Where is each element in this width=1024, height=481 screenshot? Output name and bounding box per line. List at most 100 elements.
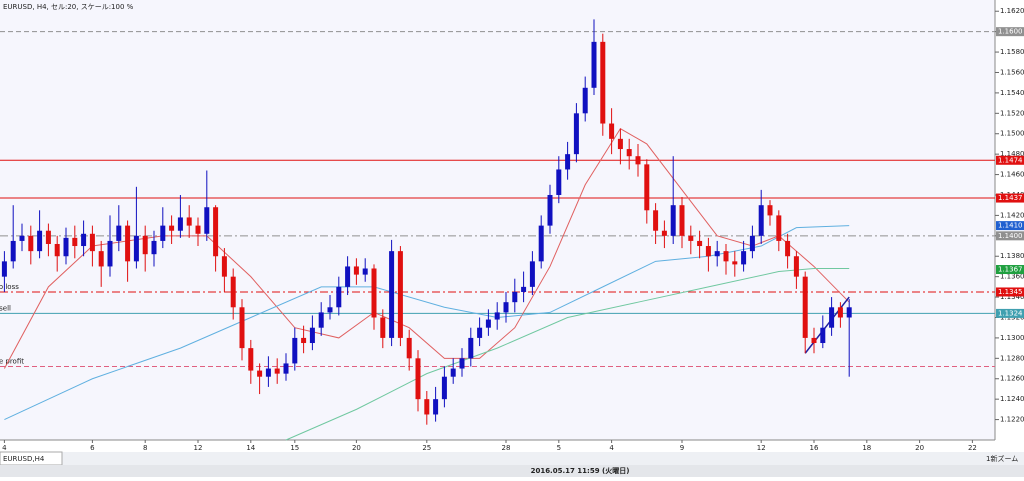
chart-title: EURUSD, H4, セル:20, スケール:100 % — [3, 3, 134, 11]
candle-body — [301, 337, 307, 344]
candle-body — [116, 225, 122, 241]
candle-body — [837, 307, 843, 318]
candle-body — [107, 240, 113, 267]
candle-body — [767, 205, 773, 216]
candle-body — [28, 235, 34, 252]
candle-body — [441, 376, 447, 400]
candle-body — [661, 230, 667, 236]
candle-body — [10, 240, 16, 262]
candle-body — [72, 237, 78, 247]
x-tick-label: 14 — [246, 444, 255, 452]
price-tag-label: 1.1367 — [998, 266, 1023, 274]
x-tick-label: 25 — [422, 444, 431, 452]
candle-body — [732, 261, 738, 265]
candle-body — [785, 240, 791, 257]
candle-body — [723, 251, 729, 262]
candle-body — [274, 368, 280, 374]
candle-body — [521, 286, 527, 292]
candle-body — [609, 123, 615, 139]
price-tag-label: 1.1600 — [998, 28, 1023, 36]
x-tick-label: 4 — [609, 444, 614, 452]
candle-body — [644, 164, 650, 211]
candle-body — [670, 205, 676, 236]
candle-body — [380, 317, 386, 338]
x-tick-label: 18 — [862, 444, 871, 452]
price-tag — [996, 265, 1024, 275]
candle-body — [213, 207, 219, 257]
candle-body — [415, 358, 421, 400]
candle-body — [547, 194, 553, 226]
candle-body — [63, 237, 69, 257]
x-tick-label: 4 — [2, 444, 7, 452]
y-tick-label: 1.1500 — [1000, 130, 1024, 138]
candle-body — [468, 337, 474, 359]
y-tick-label: 1.1260 — [1000, 375, 1024, 383]
price-tag — [996, 193, 1024, 203]
indicator-line — [804, 296, 850, 354]
candle-body — [292, 337, 298, 364]
candle-body — [705, 246, 711, 257]
candle-body — [45, 230, 51, 244]
candle-body — [37, 230, 43, 252]
candle-body — [397, 251, 403, 338]
price-tag-label: 1.1400 — [998, 232, 1023, 240]
candle-body — [353, 266, 359, 275]
candle-body — [248, 348, 254, 371]
candle-body — [283, 363, 289, 374]
y-tick-label: 1.1380 — [1000, 252, 1024, 260]
candle-body — [309, 327, 315, 344]
candle-body — [582, 87, 588, 114]
y-tick-label: 1.1340 — [1000, 293, 1024, 301]
candle-body — [389, 251, 395, 338]
x-tick-label: 6 — [90, 444, 95, 452]
level-note: take profit — [0, 357, 24, 365]
candle-body — [230, 276, 236, 308]
candle-body — [556, 169, 562, 195]
candle-body — [573, 113, 579, 155]
candle-body — [257, 370, 263, 377]
candle-body — [617, 138, 623, 150]
candle-body — [265, 368, 271, 377]
x-tick-label: 20 — [352, 444, 361, 452]
candle-body — [538, 225, 544, 262]
level-note: stop loss — [0, 283, 19, 291]
price-tag-label: 1.1437 — [998, 194, 1023, 202]
price-axis — [995, 0, 1024, 440]
candle-body — [802, 276, 808, 338]
candle-body — [81, 233, 87, 247]
candle-body — [776, 215, 782, 241]
candle-body — [221, 256, 227, 277]
y-tick-label: 1.1300 — [1000, 334, 1024, 342]
tab-label[interactable]: EURUSD,H4 — [3, 455, 45, 463]
indicator-line — [3, 127, 850, 369]
plot-area — [0, 0, 995, 440]
candle-body — [195, 225, 201, 234]
candle-body — [406, 337, 412, 359]
y-tick-label: 1.1620 — [1000, 7, 1024, 15]
x-tick-label: 12 — [194, 444, 203, 452]
y-tick-label: 1.1420 — [1000, 211, 1024, 219]
price-tag — [996, 287, 1024, 297]
y-tick-label: 1.1540 — [1000, 89, 1024, 97]
x-tick-label: 15 — [290, 444, 299, 452]
y-tick-label: 1.1220 — [1000, 416, 1024, 424]
candle-body — [653, 210, 659, 231]
y-tick-label: 1.1240 — [1000, 395, 1024, 403]
zoom-label[interactable]: 1新ズーム — [986, 454, 1018, 463]
price-tag-label: 1.1324 — [998, 309, 1023, 317]
candle-body — [424, 399, 430, 415]
level-note: 34 sell — [0, 304, 11, 312]
candle-body — [697, 240, 703, 247]
candle-body — [169, 225, 175, 231]
price-tag — [996, 231, 1024, 241]
candle-body — [327, 307, 333, 313]
candle-body — [714, 251, 720, 257]
y-tick-label: 1.1280 — [1000, 354, 1024, 362]
x-tick-label: 8 — [143, 444, 147, 452]
candle-body — [151, 240, 157, 255]
y-tick-label: 1.1520 — [1000, 109, 1024, 117]
candle-body — [133, 235, 139, 262]
x-tick-label: 22 — [968, 444, 977, 452]
candle-body — [239, 307, 245, 349]
